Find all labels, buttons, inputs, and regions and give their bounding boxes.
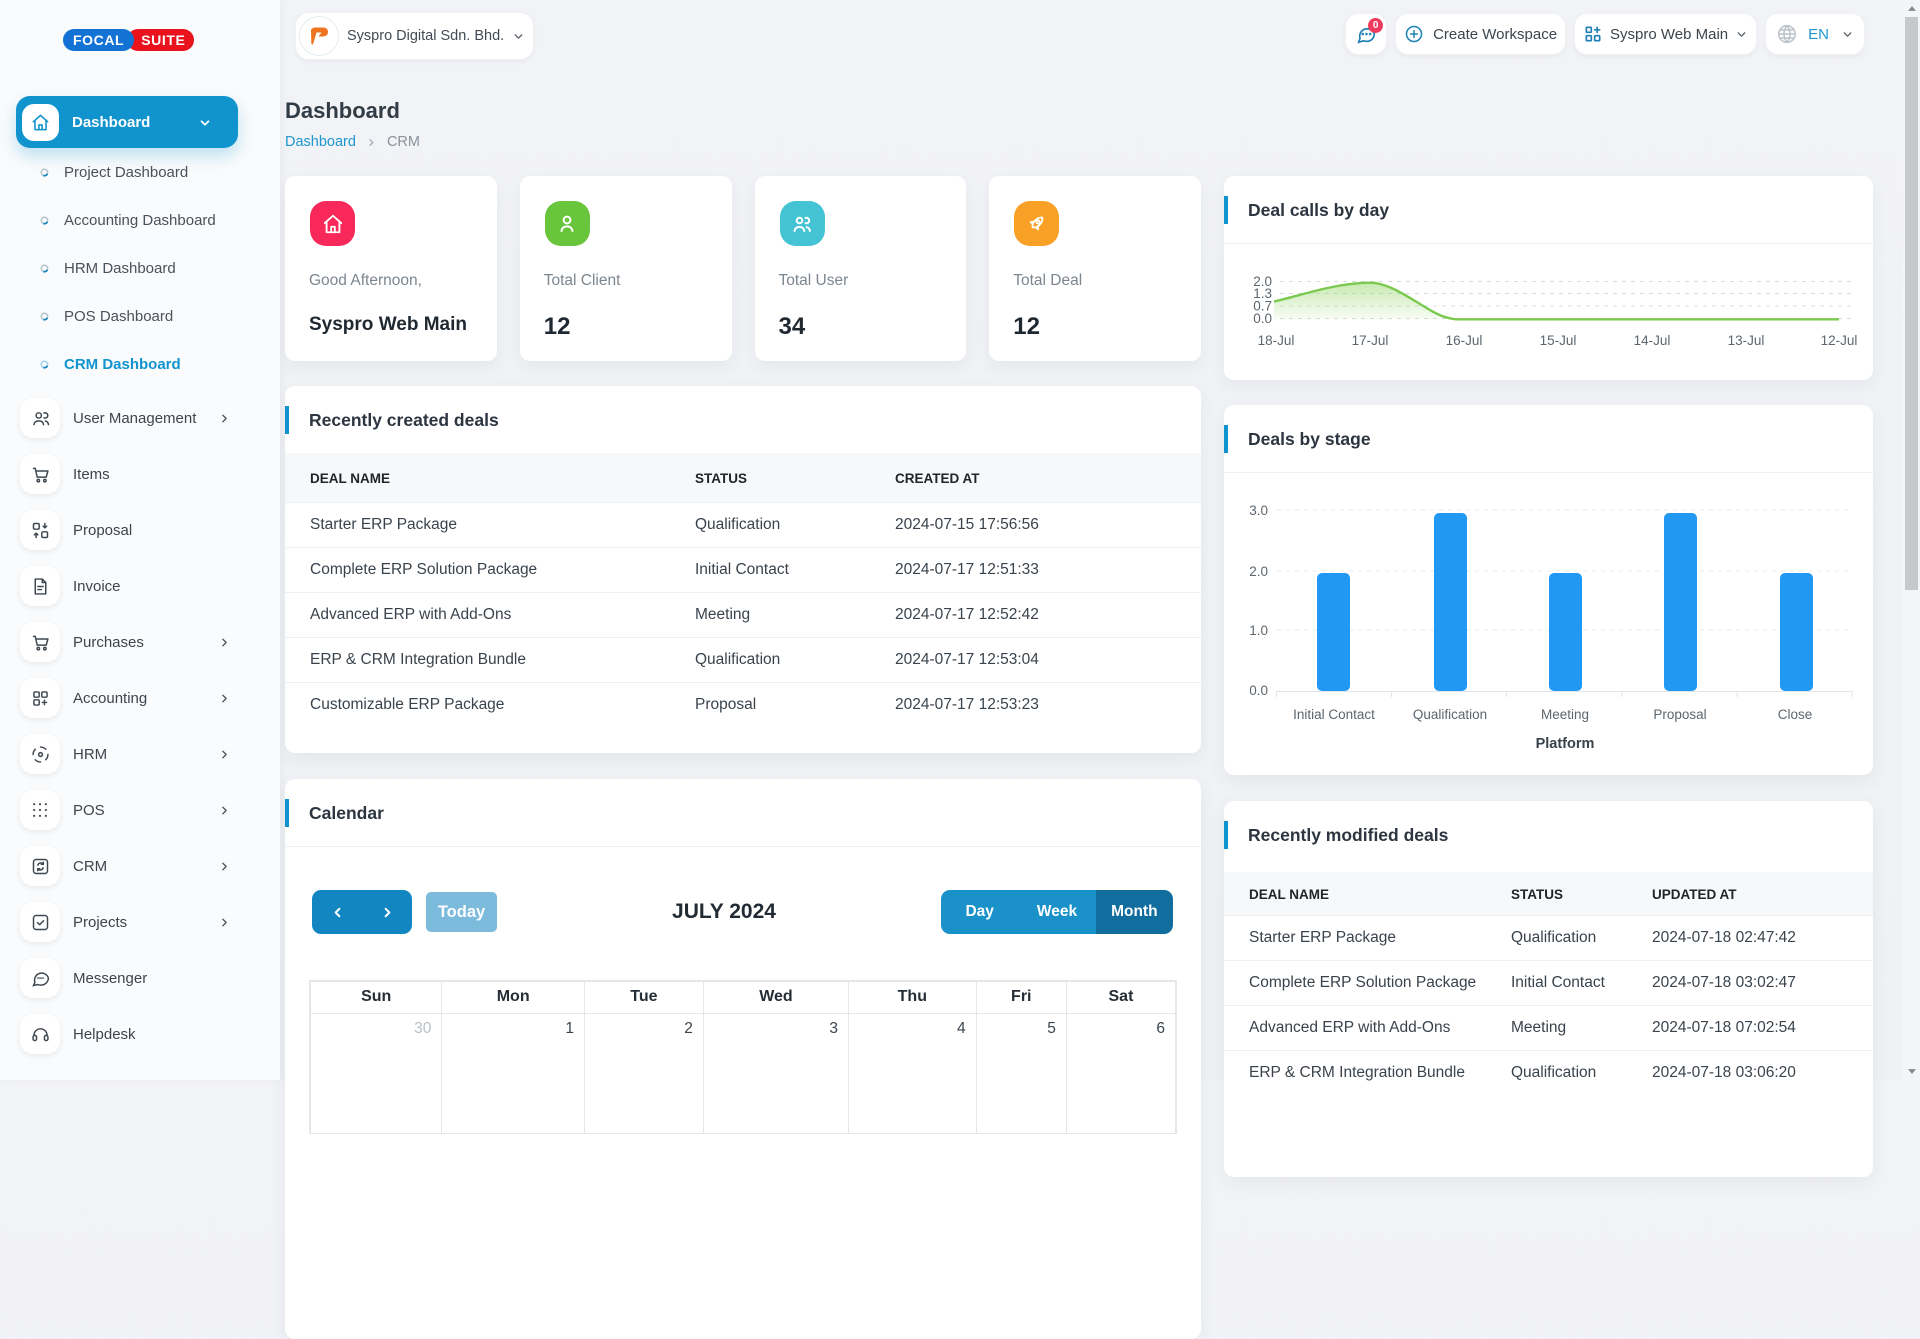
svg-text:16-Jul: 16-Jul (1446, 333, 1483, 348)
svg-text:Proposal: Proposal (1653, 707, 1706, 722)
svg-text:17-Jul: 17-Jul (1352, 333, 1389, 348)
svg-text:Close: Close (1778, 707, 1813, 722)
svg-text:0.0: 0.0 (1249, 683, 1268, 698)
svg-text:1.0: 1.0 (1249, 623, 1268, 638)
svg-text:12-Jul: 12-Jul (1821, 333, 1858, 348)
svg-text:Meeting: Meeting (1541, 707, 1589, 722)
svg-text:2.0: 2.0 (1253, 274, 1272, 289)
svg-text:18-Jul: 18-Jul (1258, 333, 1295, 348)
svg-text:15-Jul: 15-Jul (1540, 333, 1577, 348)
svg-text:1.3: 1.3 (1253, 286, 1272, 301)
svg-text:Initial Contact: Initial Contact (1293, 707, 1375, 722)
svg-text:Qualification: Qualification (1413, 707, 1487, 722)
svg-text:14-Jul: 14-Jul (1634, 333, 1671, 348)
svg-text:3.0: 3.0 (1249, 503, 1268, 518)
svg-text:13-Jul: 13-Jul (1728, 333, 1765, 348)
svg-text:0.7: 0.7 (1253, 299, 1272, 314)
svg-text:Platform: Platform (1536, 736, 1595, 752)
svg-text:2.0: 2.0 (1249, 564, 1268, 579)
svg-text:0.0: 0.0 (1253, 311, 1272, 326)
